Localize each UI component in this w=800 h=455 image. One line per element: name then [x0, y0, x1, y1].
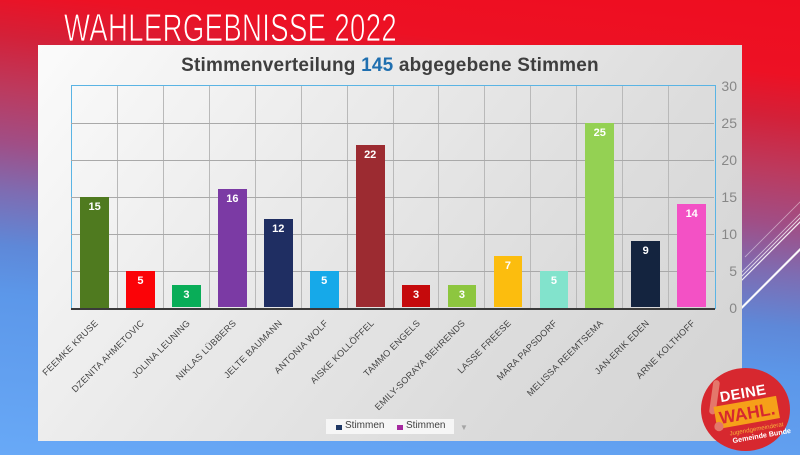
- svg-text:WAHLERGEBNISSE 2022: WAHLERGEBNISSE 2022: [64, 8, 397, 50]
